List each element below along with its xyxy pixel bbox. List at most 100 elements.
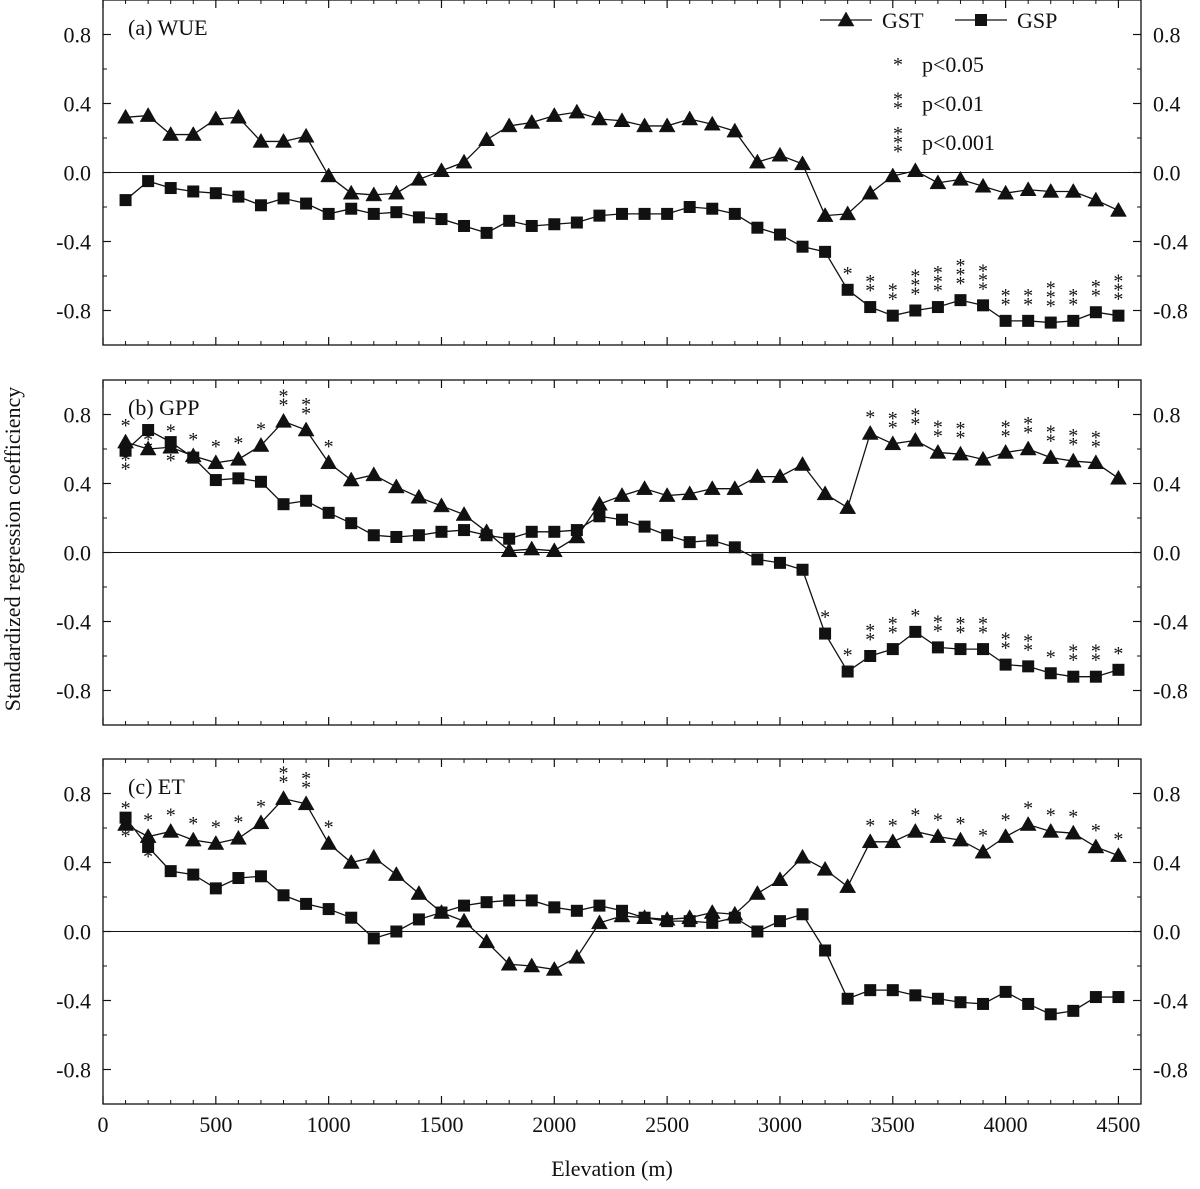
legend-star: * xyxy=(893,123,903,145)
legend-marker-gsp xyxy=(975,14,987,26)
gst-point xyxy=(613,112,631,127)
gsp-point xyxy=(390,530,403,543)
gsp-point xyxy=(593,209,606,222)
gsp-star: * xyxy=(1091,650,1101,672)
gst-point xyxy=(861,833,879,849)
gsp-point xyxy=(796,240,809,253)
gst-star: * xyxy=(1068,434,1078,456)
gst-star: * xyxy=(121,798,131,820)
x-tick-label: 2000 xyxy=(532,1112,576,1137)
gsp-star: * xyxy=(1113,271,1123,293)
gsp-star: * xyxy=(955,613,965,635)
gsp-point xyxy=(1044,1008,1057,1021)
gsp-star: * xyxy=(865,271,875,293)
gst-point xyxy=(884,167,902,183)
gsp-point xyxy=(209,187,222,200)
gst-point xyxy=(816,207,834,222)
gsp-star: * xyxy=(1091,276,1101,298)
gst-star: * xyxy=(256,796,266,818)
gst-star: * xyxy=(166,804,176,826)
gst-star: * xyxy=(933,810,943,832)
series-gst xyxy=(117,103,1127,222)
gst-star: * xyxy=(324,436,334,458)
gst-star: * xyxy=(888,815,898,837)
gst-point xyxy=(207,835,225,850)
gsp-star: * xyxy=(1068,641,1078,663)
gst-point xyxy=(794,848,811,864)
gst-point xyxy=(636,117,653,133)
series-gst: ** * * * ******* * * * * **** * ** * xyxy=(117,763,1127,976)
y-tick-label-right: 0.8 xyxy=(1153,782,1181,807)
gsp-point xyxy=(367,529,380,542)
gst-point xyxy=(591,495,608,511)
panel-label: (c) ET xyxy=(128,774,185,799)
gsp-point xyxy=(525,219,538,232)
gst-point xyxy=(229,450,247,466)
gst-point xyxy=(500,117,518,133)
gsp-point xyxy=(999,314,1012,327)
gst-point xyxy=(952,831,969,847)
y-tick-label-right: 0.8 xyxy=(1153,403,1181,428)
gsp-star: * xyxy=(933,262,943,284)
gsp-point xyxy=(616,207,628,220)
gsp-point xyxy=(616,513,628,526)
x-tick-label: 0 xyxy=(98,1112,109,1137)
y-tick-label-right: -0.8 xyxy=(1153,1058,1188,1083)
gst-point xyxy=(433,162,450,178)
gst-star: * xyxy=(256,419,266,441)
gst-star: * xyxy=(211,817,221,839)
gsp-point xyxy=(345,911,358,924)
gst-star: * xyxy=(166,420,176,442)
gsp-point xyxy=(480,529,493,542)
gsp-point xyxy=(480,896,493,909)
gsp-point xyxy=(706,534,719,547)
gst-star: * xyxy=(1023,422,1033,444)
gst-point xyxy=(523,540,541,556)
gst-point xyxy=(1019,816,1037,831)
gst-star: * xyxy=(211,436,221,458)
gst-star: * xyxy=(301,768,311,790)
y-tick-label-right: -0.8 xyxy=(1153,299,1188,324)
gsp-point xyxy=(1022,997,1035,1010)
gst-point xyxy=(726,122,744,138)
gsp-point xyxy=(931,992,944,1005)
gsp-point xyxy=(954,996,967,1009)
gst-star: * xyxy=(1091,427,1101,449)
gsp-point xyxy=(435,213,448,226)
gst-point xyxy=(952,170,969,186)
gst-star: * xyxy=(1046,804,1056,826)
gsp-point xyxy=(773,915,786,928)
gsp-point xyxy=(593,510,606,523)
y-tick-label-left: 0.4 xyxy=(64,92,92,117)
series-gsp: ***** ************** ** ***** ***** xyxy=(119,175,1125,329)
legend-label-gst: GST xyxy=(882,8,924,33)
gsp-point xyxy=(503,214,516,227)
x-tick-label: 3500 xyxy=(871,1112,915,1137)
gsp-point xyxy=(1112,991,1125,1004)
gst-star: * xyxy=(1001,810,1011,832)
gst-star: * xyxy=(933,416,943,438)
gst-star: * xyxy=(955,418,965,440)
gsp-star: * xyxy=(1023,294,1033,316)
gsp-star: * xyxy=(143,429,153,451)
gsp-point xyxy=(187,451,200,464)
gst-point xyxy=(839,205,857,221)
y-tick-label-right: -0.4 xyxy=(1153,989,1188,1014)
gsp-point xyxy=(886,984,899,997)
gsp-point xyxy=(1067,1004,1080,1017)
gsp-point xyxy=(728,541,741,554)
gsp-point xyxy=(1067,314,1080,327)
gsp-point xyxy=(931,301,944,314)
legend-significance-label: p<0.01 xyxy=(922,91,984,116)
gsp-point xyxy=(458,899,471,912)
gsp-point xyxy=(999,658,1012,671)
gsp-point xyxy=(232,190,245,203)
gst-point xyxy=(433,497,450,513)
gsp-point xyxy=(458,524,471,537)
gst-point xyxy=(681,485,699,501)
gst-point xyxy=(252,814,270,830)
gsp-point xyxy=(1044,667,1057,680)
gst-point xyxy=(207,454,225,470)
gst-point xyxy=(455,912,473,928)
gsp-point xyxy=(390,925,403,938)
